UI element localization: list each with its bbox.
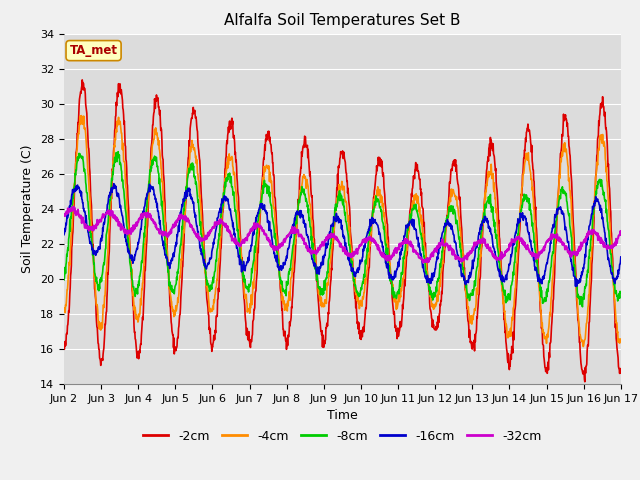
Title: Alfalfa Soil Temperatures Set B: Alfalfa Soil Temperatures Set B [224, 13, 461, 28]
X-axis label: Time: Time [327, 409, 358, 422]
Text: TA_met: TA_met [70, 44, 118, 57]
Legend: -2cm, -4cm, -8cm, -16cm, -32cm: -2cm, -4cm, -8cm, -16cm, -32cm [138, 425, 547, 448]
Y-axis label: Soil Temperature (C): Soil Temperature (C) [22, 144, 35, 273]
